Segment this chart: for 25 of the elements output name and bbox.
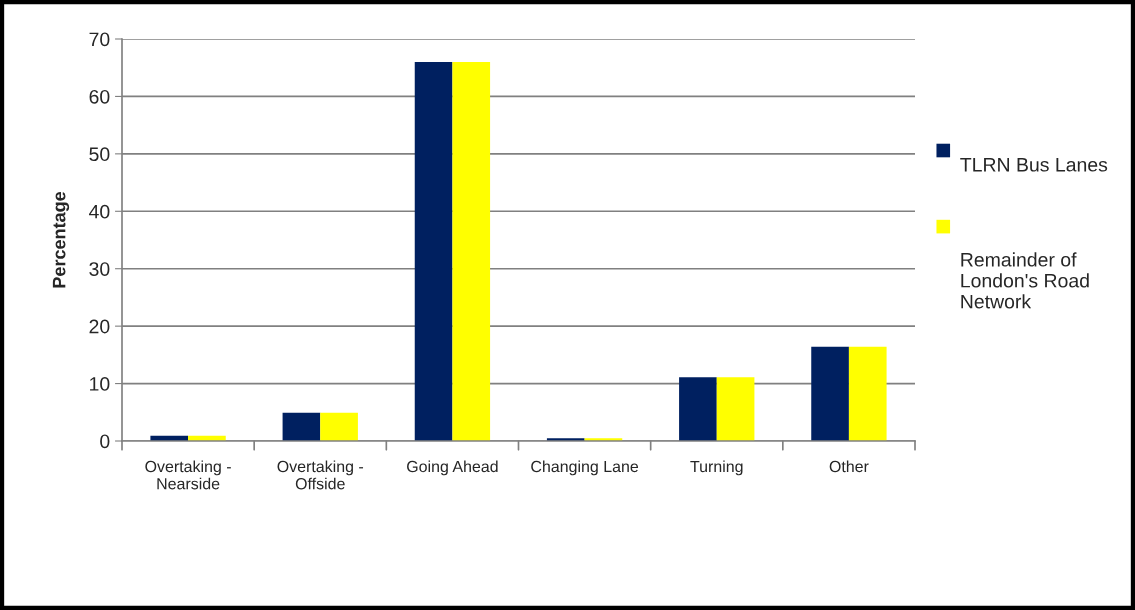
x-tick-label: Changing Lane bbox=[531, 460, 639, 476]
bar bbox=[452, 61, 491, 441]
x-tick-label: Other bbox=[829, 460, 869, 473]
y-tick-label: 20 bbox=[89, 319, 110, 334]
y-tick-label: 30 bbox=[89, 262, 110, 276]
x-tick-label: Overtaking - Offside bbox=[277, 460, 364, 490]
y-tick-label: 60 bbox=[89, 89, 110, 104]
bar bbox=[320, 412, 358, 441]
bar bbox=[848, 346, 887, 441]
y-axis-title: Percentage bbox=[52, 191, 70, 288]
y-tick-label: 10 bbox=[90, 377, 110, 391]
x-tick-label: Overtaking - Nearside bbox=[145, 460, 231, 490]
y-tick-label: 0 bbox=[100, 434, 110, 449]
y-tick-label: 50 bbox=[89, 147, 110, 162]
bar bbox=[282, 412, 321, 441]
legend-label: Remainder of London's Road Network bbox=[961, 252, 1089, 309]
y-tick-label: 70 bbox=[89, 32, 110, 47]
x-tick-label: Going Ahead bbox=[407, 460, 498, 476]
x-tick-label: Turning bbox=[690, 460, 743, 476]
legend-label: TLRN Bus Lanes bbox=[960, 158, 1108, 172]
bar bbox=[679, 377, 717, 441]
bar bbox=[811, 346, 849, 441]
bar bbox=[716, 377, 755, 441]
bar bbox=[414, 61, 453, 441]
y-tick-label: 40 bbox=[89, 204, 110, 219]
